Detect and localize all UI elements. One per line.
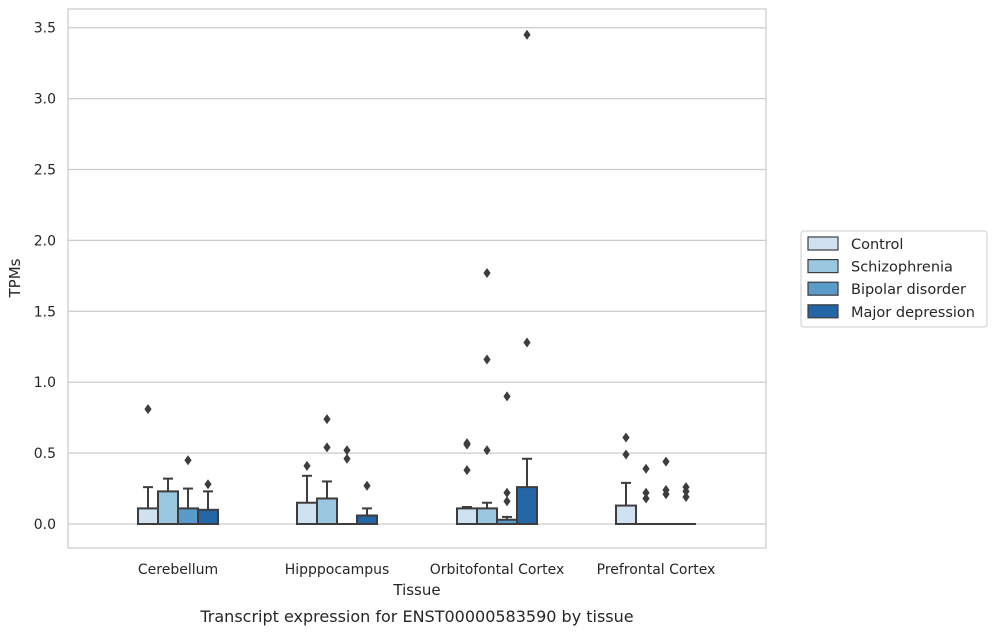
y-tick-label: 0.0: [34, 517, 56, 533]
box-group: [296, 460, 318, 526]
legend-item: Control: [807, 236, 903, 253]
y-tick-label: 3.0: [34, 92, 56, 108]
outlier-point: [343, 445, 351, 456]
outlier-point: [682, 492, 690, 503]
y-axis-label: TPMs: [6, 258, 24, 298]
outlier-point: [523, 29, 531, 40]
outlier-point: [323, 442, 331, 453]
outlier-point: [204, 479, 212, 490]
box-group: [197, 479, 219, 526]
box-group: [476, 268, 498, 526]
box-group: [356, 480, 378, 526]
box-body: [356, 514, 378, 526]
box-body: [476, 507, 498, 526]
x-tick-label: Cerebellum: [138, 562, 218, 578]
legend-label: Bipolar disorder: [851, 282, 966, 298]
outlier-point: [503, 487, 511, 498]
outlier-point: [503, 391, 511, 402]
y-tick-label: 1.0: [34, 375, 56, 391]
box-body: [296, 501, 318, 526]
box-group: [516, 29, 538, 525]
x-tick-labels: Cerebellum Hipppocampus Orbitofontal Corte…: [138, 562, 715, 578]
outlier-point: [483, 354, 491, 365]
outlier-point: [622, 449, 630, 460]
y-tick-label: 2.5: [34, 163, 56, 179]
legend: Control Schizophrenia Bipolar disorder Majo…: [800, 230, 988, 328]
chart-caption: Transcript expression for ENST0000058359…: [199, 607, 633, 626]
outlier-point: [363, 480, 371, 491]
outlier-point: [483, 268, 491, 279]
x-tick-label: Orbitofontal Cortex: [430, 562, 565, 578]
legend-item: Major depression: [807, 304, 975, 321]
x-tick-label: Hipppocampus: [285, 562, 390, 578]
outlier-point: [184, 455, 192, 466]
box-body: [615, 504, 637, 526]
legend-label: Schizophrenia: [851, 260, 953, 276]
legend-swatch: [807, 259, 839, 274]
outlier-point: [343, 453, 351, 464]
box-group: [177, 455, 199, 526]
box-body: [157, 490, 179, 525]
box-group: [676, 482, 696, 525]
box-group: [656, 456, 676, 525]
outlier-point: [642, 493, 650, 504]
x-tick-label: Prefrontal Cortex: [597, 562, 716, 578]
y-tick-label: 0.5: [34, 446, 56, 462]
outlier-point: [323, 414, 331, 425]
boxes-layer: [137, 29, 696, 526]
y-tick-label: 3.5: [34, 21, 56, 37]
box-group: [137, 404, 159, 526]
y-tick-label: 2.0: [34, 233, 56, 249]
legend-item: Schizophrenia: [807, 259, 953, 276]
plot-frame: [67, 8, 767, 549]
legend-label: Major depression: [851, 305, 975, 321]
outlier-point: [483, 445, 491, 456]
legend-label: Control: [851, 237, 903, 253]
box-group: [456, 438, 478, 526]
box-body: [316, 497, 338, 526]
box-group: [157, 477, 179, 525]
outlier-point: [144, 404, 152, 415]
box-body: [137, 507, 159, 526]
outlier-point: [642, 463, 650, 474]
outlier-point: [463, 439, 471, 450]
box-group: [496, 391, 518, 525]
box-group: [316, 414, 338, 526]
y-tick-labels: 0.0 0.5 1.0 1.5 2.0 2.5 3.0 3.5: [34, 21, 56, 533]
box-group: [636, 463, 656, 525]
outlier-point: [303, 460, 311, 471]
outlier-point: [662, 489, 670, 500]
outlier-point: [642, 487, 650, 498]
outlier-point: [662, 456, 670, 467]
legend-swatch: [807, 304, 839, 319]
legend-swatch: [807, 281, 839, 296]
box-body: [456, 507, 478, 526]
box-group: [615, 432, 637, 526]
box-body: [516, 486, 538, 525]
outlier-point: [463, 465, 471, 476]
legend-swatch: [807, 236, 839, 251]
outlier-point: [523, 337, 531, 348]
y-tick-label: 1.5: [34, 304, 56, 320]
box-group: [337, 445, 357, 525]
box-body: [197, 508, 219, 526]
outlier-point: [503, 496, 511, 507]
outlier-point: [622, 432, 630, 443]
legend-frame: [800, 230, 988, 328]
box-body: [177, 507, 199, 526]
gridlines: [68, 27, 766, 525]
x-axis-label: Tissue: [392, 581, 440, 599]
outlier-point: [682, 486, 690, 497]
legend-item: Bipolar disorder: [807, 281, 966, 298]
